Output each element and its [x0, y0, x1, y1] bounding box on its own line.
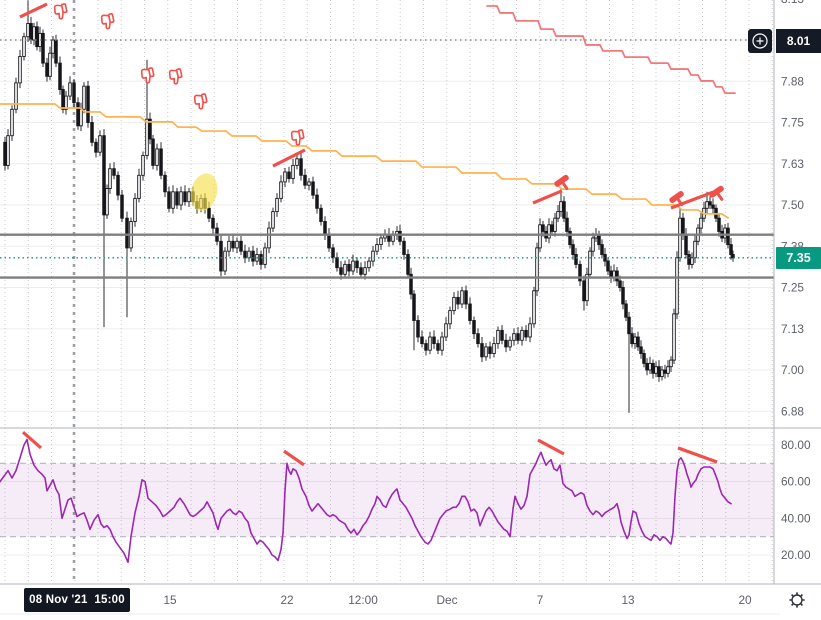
svg-text:7.25: 7.25 [781, 281, 804, 295]
thumbs-down-icon [167, 67, 184, 86]
last-price-badge: 7.35 [776, 247, 821, 269]
thumbs-down-icon [52, 2, 69, 21]
add-alert-button[interactable] [748, 29, 772, 53]
alert-price-badge: 8.01 [776, 29, 821, 53]
svg-text:7.63: 7.63 [781, 157, 804, 171]
thumbs-down-icon [289, 128, 306, 147]
svg-text:7.75: 7.75 [781, 116, 804, 130]
hammer-icon [553, 173, 575, 195]
svg-text:7.50: 7.50 [781, 198, 804, 212]
svg-text:15: 15 [163, 593, 177, 607]
svg-text:13: 13 [621, 593, 635, 607]
svg-text:60.00: 60.00 [781, 475, 811, 489]
gear-glyph [789, 592, 805, 608]
svg-text:80.00: 80.00 [781, 438, 811, 452]
indicator-overlays [0, 5, 774, 564]
svg-text:40.00: 40.00 [781, 511, 811, 525]
plus-circle-icon [752, 33, 768, 49]
svg-text:7.00: 7.00 [781, 363, 804, 377]
svg-text:7: 7 [537, 593, 544, 607]
gear-icon[interactable] [782, 588, 812, 612]
drawing-markers[interactable] [19, 2, 730, 467]
svg-text:8.13: 8.13 [781, 0, 804, 6]
svg-text:7.13: 7.13 [781, 322, 804, 336]
svg-text:Dec: Dec [437, 593, 458, 607]
svg-text:20: 20 [738, 593, 752, 607]
svg-text:22: 22 [280, 593, 293, 607]
svg-text:12:00: 12:00 [348, 593, 378, 607]
gridlines [0, 0, 774, 584]
svg-text:7.88: 7.88 [781, 74, 804, 88]
candlestick-series [3, 0, 735, 413]
session-time-badge: 08 Nov '21 15:00 [24, 588, 130, 612]
svg-text:6.88: 6.88 [781, 404, 804, 418]
thumbs-down-icon [99, 12, 116, 31]
svg-text:20.00: 20.00 [781, 548, 811, 562]
thumbs-down-icon [192, 92, 209, 111]
